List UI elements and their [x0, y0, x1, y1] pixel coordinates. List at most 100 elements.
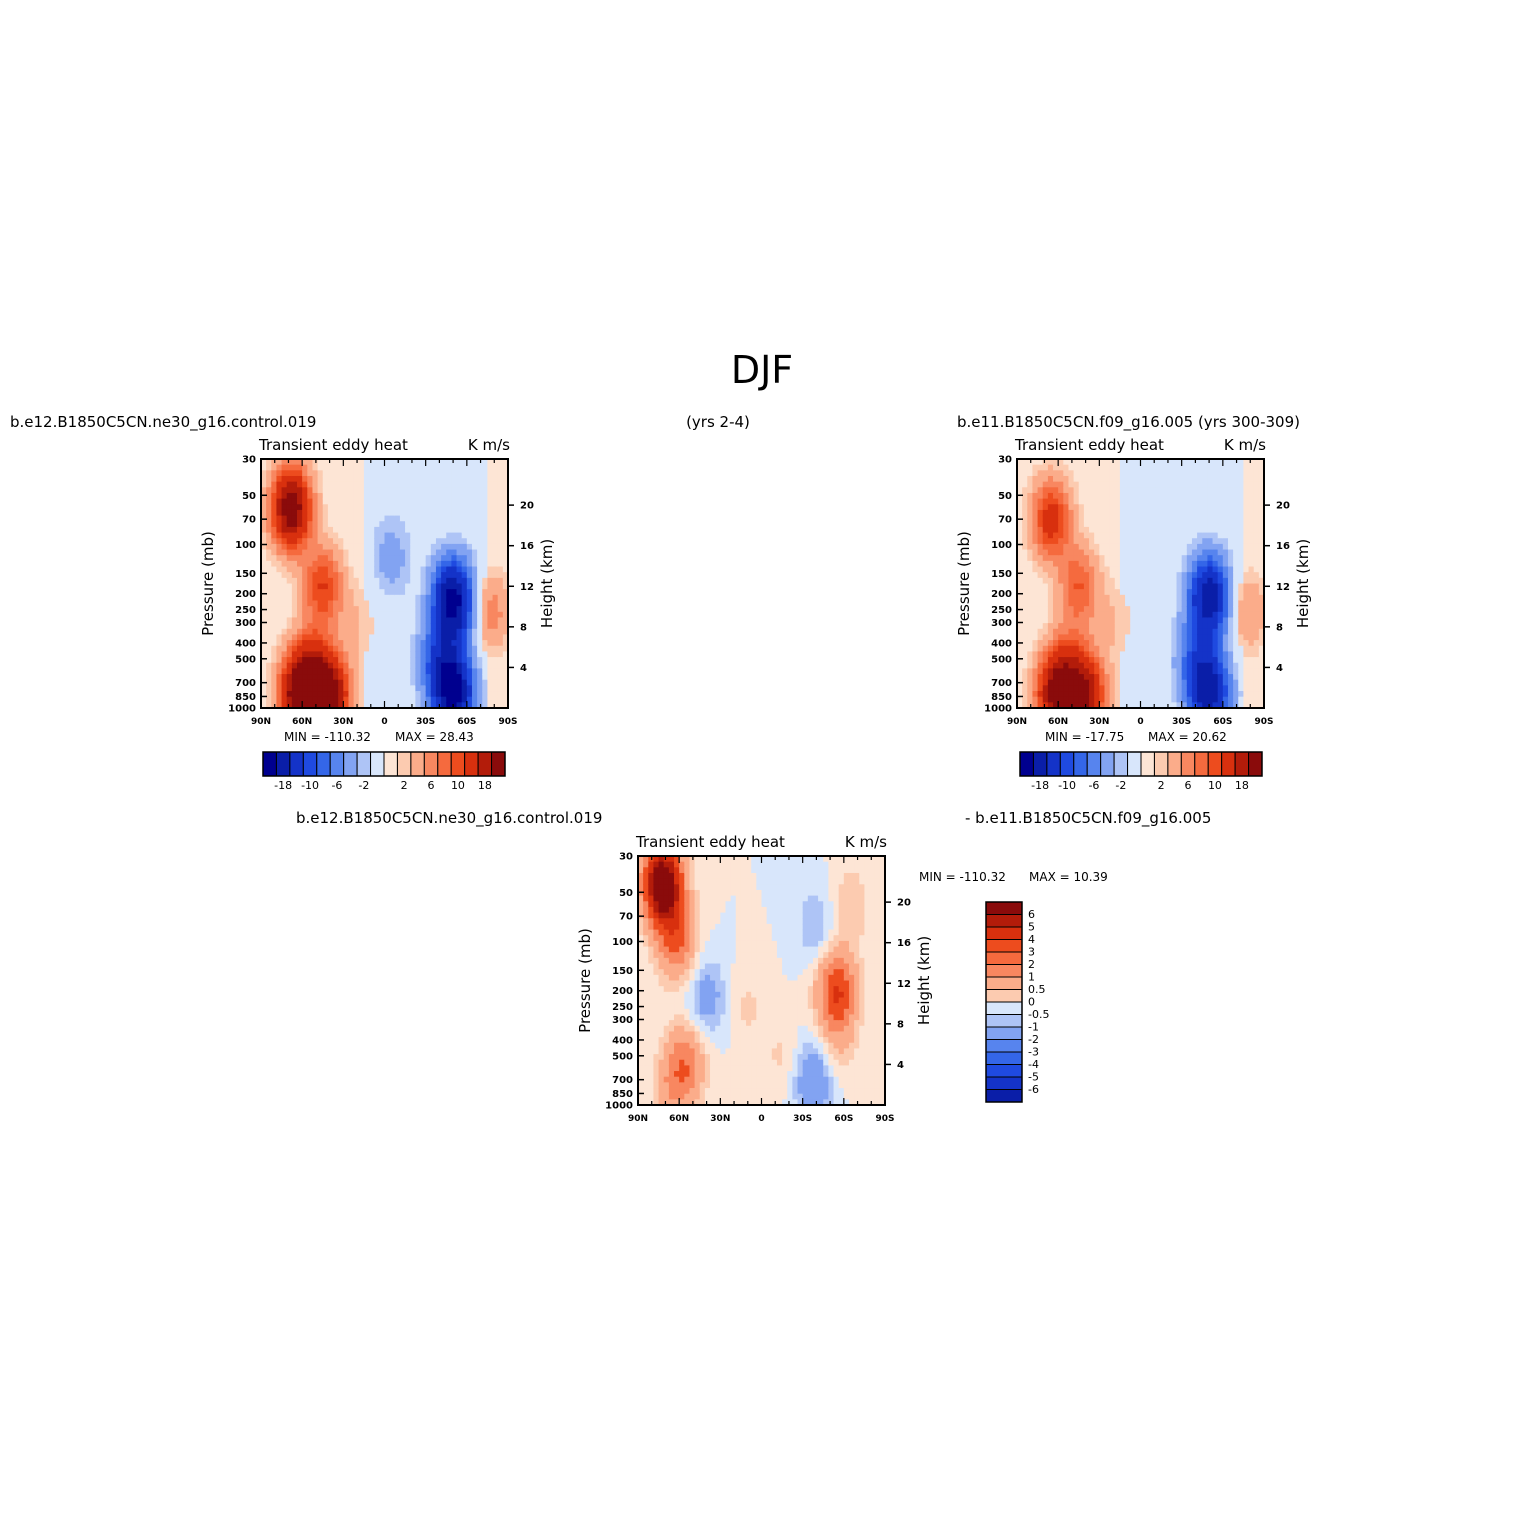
field-cell: [379, 532, 386, 539]
field-cell: [389, 515, 396, 522]
field-cell: [679, 969, 685, 976]
field-cell: [1130, 617, 1136, 624]
field-cell: [1161, 532, 1167, 539]
field-cell: [1073, 504, 1080, 511]
field-cell: [405, 674, 411, 681]
field-cell: [1222, 481, 1229, 488]
field-cell: [394, 498, 401, 505]
field-cell: [410, 560, 416, 568]
field-cell: [1125, 696, 1131, 703]
field-cell: [1053, 617, 1059, 624]
field-cell: [1140, 583, 1147, 590]
field-cell: [271, 464, 278, 471]
field-cell: [343, 691, 350, 698]
field-cell: [1253, 475, 1260, 483]
field-cell: [1150, 509, 1157, 517]
field-cell: [307, 577, 314, 585]
field-cell: [358, 594, 365, 602]
field-cell: [266, 470, 272, 477]
field-cell: [1217, 555, 1224, 562]
field-cell: [668, 929, 675, 936]
field-cell: [1022, 628, 1028, 636]
field-cell: [363, 470, 370, 477]
field-cell: [271, 583, 278, 590]
field-cell: [363, 487, 370, 494]
field-cell: [1202, 662, 1208, 669]
field-cell: [1171, 560, 1178, 568]
field-cell: [679, 918, 685, 925]
field-cell: [1017, 685, 1023, 692]
field-cell: [435, 606, 442, 613]
field-cell: [643, 1020, 649, 1027]
field-cell: [343, 645, 350, 653]
field-cell: [322, 481, 329, 488]
field-cell: [663, 974, 670, 982]
field-cell: [638, 991, 644, 999]
field-cell: [658, 901, 665, 908]
colorbar-label: 10: [451, 779, 465, 792]
field-cell: [492, 583, 499, 590]
field-cell: [394, 521, 401, 528]
field-cell: [1083, 560, 1090, 568]
field-cell: [384, 628, 391, 636]
field-cell: [1125, 623, 1131, 630]
field-cell: [466, 594, 473, 602]
field-cell: [261, 475, 267, 483]
field-cell: [333, 555, 339, 562]
field-cell: [281, 657, 288, 664]
field-cell: [420, 492, 427, 500]
field-cell: [425, 611, 432, 619]
field-cell: [1058, 504, 1064, 511]
field-cell: [410, 538, 416, 545]
field-cell: [1140, 691, 1147, 698]
field-cell: [1135, 538, 1142, 545]
field-cell: [643, 997, 649, 1004]
field-cell: [1197, 549, 1203, 556]
field-cell: [317, 617, 324, 624]
field-cell: [1109, 628, 1116, 636]
field-cell: [276, 492, 283, 500]
field-cell: [648, 935, 655, 942]
field-cell: [399, 504, 406, 511]
field-cell: [1233, 634, 1239, 641]
field-cell: [1191, 526, 1198, 534]
field-cell: [1135, 623, 1142, 630]
field-cell: [668, 1054, 675, 1061]
field-cell: [446, 492, 452, 500]
field-cell: [1207, 702, 1214, 709]
field-cell: [430, 515, 437, 522]
field-cell: [653, 952, 660, 959]
field-cell: [389, 475, 396, 483]
field-cell: [1053, 583, 1059, 590]
field-cell: [1032, 560, 1039, 568]
field-cell: [297, 679, 303, 686]
field-cell: [1171, 504, 1178, 511]
field-cell: [653, 856, 660, 863]
field-cell: [1161, 696, 1167, 703]
field-cell: [487, 702, 494, 709]
field-cell: [1176, 459, 1183, 466]
field-cell: [1150, 611, 1157, 619]
field-cell: [1083, 532, 1090, 539]
field-cell: [394, 674, 401, 681]
field-cell: [679, 1088, 685, 1095]
field-cell: [648, 901, 655, 908]
field-cell: [430, 555, 437, 562]
field-cell: [363, 572, 370, 579]
shaded-field: [638, 856, 886, 1106]
field-cell: [1032, 521, 1039, 528]
field-cell: [1135, 634, 1142, 641]
field-cell: [1161, 640, 1167, 647]
field-cell: [276, 662, 283, 669]
field-cell: [1248, 509, 1255, 517]
field-cell: [1078, 475, 1085, 483]
field-cell: [1176, 594, 1183, 602]
field-cell: [322, 674, 329, 681]
field-cell: [389, 634, 396, 641]
field-cell: [1243, 470, 1250, 477]
field-cell: [1094, 475, 1100, 483]
field-cell: [1186, 470, 1193, 477]
field-cell: [276, 470, 283, 477]
colorbar-swatch: [1127, 751, 1142, 777]
field-cell: [435, 492, 442, 500]
